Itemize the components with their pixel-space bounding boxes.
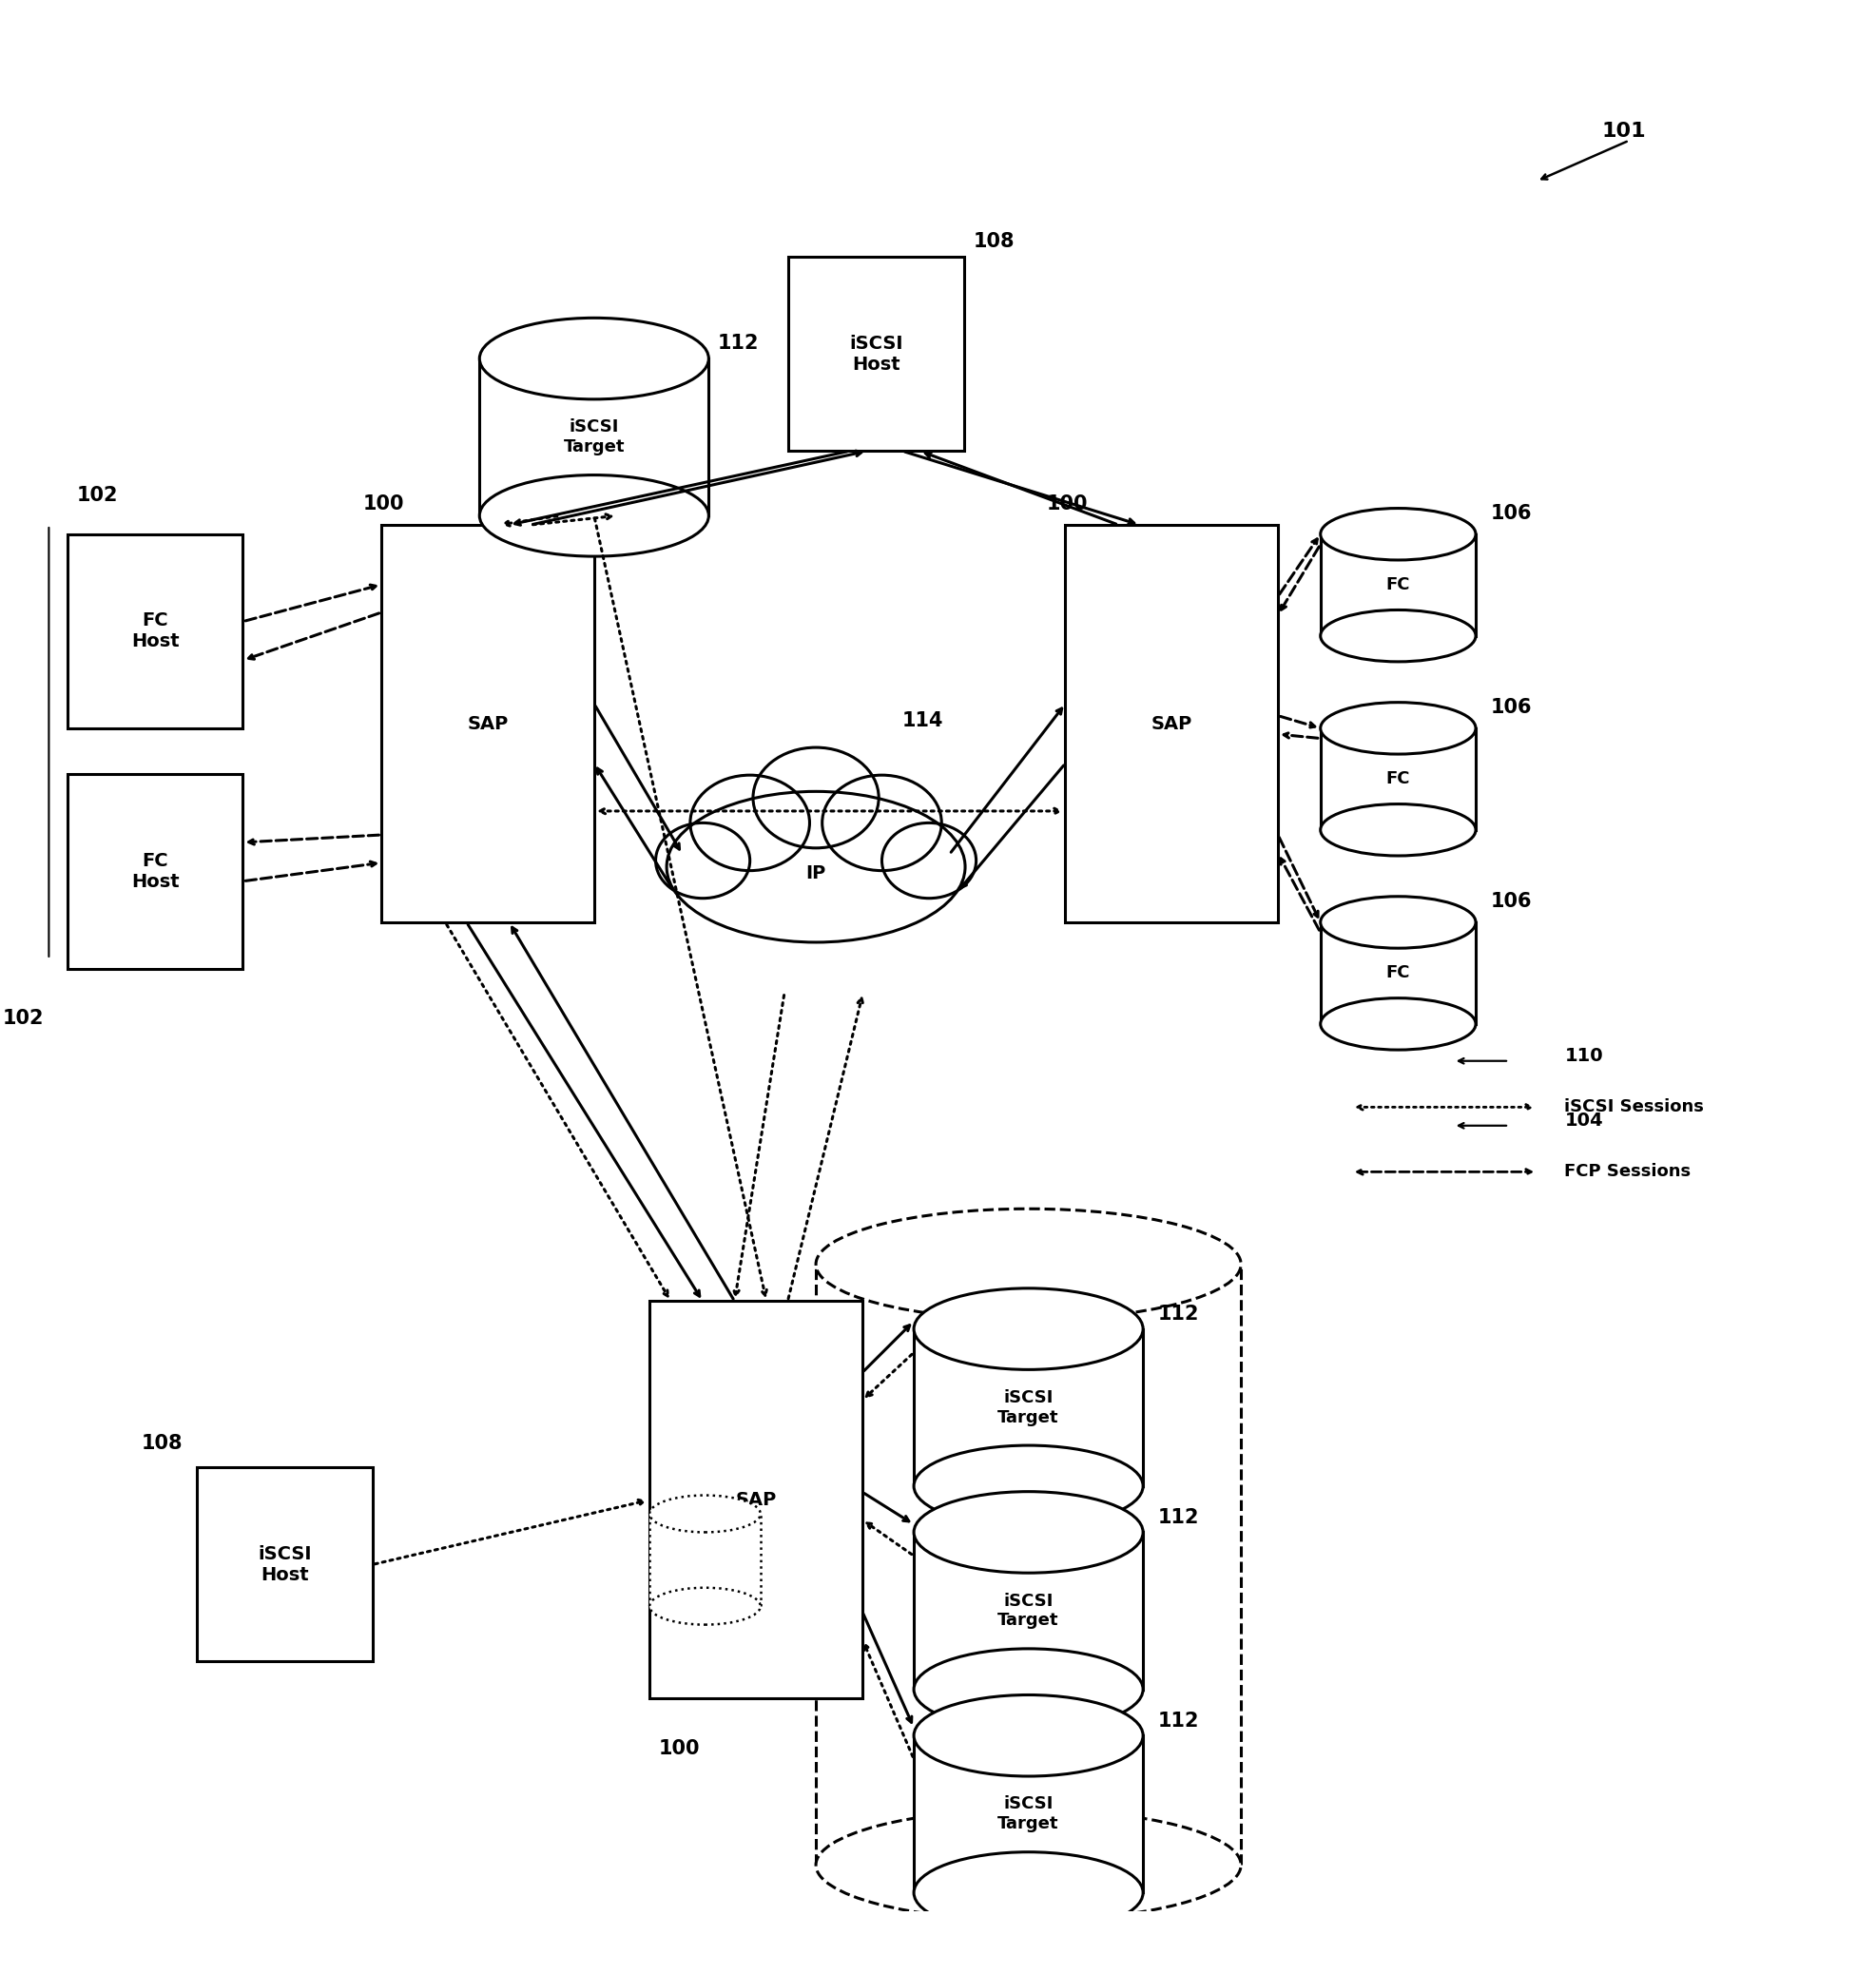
Text: 112: 112 xyxy=(1157,1305,1199,1323)
Text: FC: FC xyxy=(1386,770,1411,788)
Ellipse shape xyxy=(1321,896,1476,948)
Ellipse shape xyxy=(1321,703,1476,754)
Ellipse shape xyxy=(914,1492,1142,1573)
Text: 110: 110 xyxy=(1565,1046,1604,1064)
Bar xyxy=(1321,535,1476,636)
Bar xyxy=(649,1514,760,1607)
Ellipse shape xyxy=(690,776,810,871)
Bar xyxy=(68,774,242,969)
Bar xyxy=(914,1532,1142,1690)
Text: FC: FC xyxy=(1386,965,1411,981)
Ellipse shape xyxy=(914,1852,1142,1933)
Ellipse shape xyxy=(816,1810,1242,1921)
Bar xyxy=(1321,728,1476,829)
Text: 112: 112 xyxy=(1157,1508,1199,1526)
Bar xyxy=(68,535,242,728)
Text: SAP: SAP xyxy=(467,715,508,732)
Bar xyxy=(1321,922,1476,1025)
Text: iSCSI
Target: iSCSI Target xyxy=(998,1796,1060,1832)
Text: FCP Sessions: FCP Sessions xyxy=(1565,1163,1690,1180)
Text: 101: 101 xyxy=(1602,122,1645,140)
Bar xyxy=(816,1263,1242,1865)
Text: SAP: SAP xyxy=(735,1490,777,1508)
Bar xyxy=(197,1467,371,1662)
Ellipse shape xyxy=(914,1696,1142,1777)
Text: 112: 112 xyxy=(1157,1711,1199,1729)
Ellipse shape xyxy=(649,1494,760,1532)
Ellipse shape xyxy=(914,1289,1142,1370)
Ellipse shape xyxy=(658,772,974,961)
Ellipse shape xyxy=(816,1208,1242,1321)
Text: 106: 106 xyxy=(1491,503,1533,523)
Bar xyxy=(381,525,595,922)
Ellipse shape xyxy=(752,748,878,849)
Text: 108: 108 xyxy=(974,233,1015,251)
Text: 100: 100 xyxy=(658,1739,700,1759)
Text: iSCSI
Host: iSCSI Host xyxy=(850,334,902,373)
Ellipse shape xyxy=(666,792,964,942)
Bar xyxy=(914,1329,1142,1486)
Text: iSCSI
Host: iSCSI Host xyxy=(257,1546,311,1583)
Text: 112: 112 xyxy=(719,334,760,353)
Ellipse shape xyxy=(882,823,976,898)
Ellipse shape xyxy=(480,318,709,399)
Bar xyxy=(1066,525,1278,922)
Text: 114: 114 xyxy=(902,711,944,730)
Text: 108: 108 xyxy=(141,1433,182,1453)
Ellipse shape xyxy=(649,1587,760,1625)
Text: 100: 100 xyxy=(1047,495,1088,513)
Ellipse shape xyxy=(480,476,709,557)
Bar xyxy=(480,359,709,515)
Bar xyxy=(914,1735,1142,1893)
Ellipse shape xyxy=(1321,610,1476,661)
Text: FC: FC xyxy=(1386,576,1411,594)
Text: iSCSI
Target: iSCSI Target xyxy=(998,1390,1060,1425)
Ellipse shape xyxy=(655,823,750,898)
Text: iSCSI
Target: iSCSI Target xyxy=(563,418,625,456)
Ellipse shape xyxy=(822,776,942,871)
Text: iSCSI
Target: iSCSI Target xyxy=(998,1593,1060,1629)
Ellipse shape xyxy=(914,1445,1142,1526)
Bar xyxy=(649,1301,863,1698)
Text: 106: 106 xyxy=(1491,699,1533,717)
Text: 102: 102 xyxy=(2,1009,43,1028)
Text: FC
Host: FC Host xyxy=(131,853,180,890)
Ellipse shape xyxy=(914,1648,1142,1729)
Ellipse shape xyxy=(1321,803,1476,857)
Text: SAP: SAP xyxy=(1152,715,1193,732)
Text: 100: 100 xyxy=(364,495,405,513)
Bar xyxy=(788,257,964,450)
Text: FC
Host: FC Host xyxy=(131,612,180,651)
Text: 106: 106 xyxy=(1491,892,1533,912)
Text: 102: 102 xyxy=(77,486,118,505)
Text: iSCSI Sessions: iSCSI Sessions xyxy=(1565,1100,1703,1115)
Ellipse shape xyxy=(1321,999,1476,1050)
Text: IP: IP xyxy=(807,865,825,882)
Text: 104: 104 xyxy=(1565,1111,1604,1129)
Ellipse shape xyxy=(1321,507,1476,561)
